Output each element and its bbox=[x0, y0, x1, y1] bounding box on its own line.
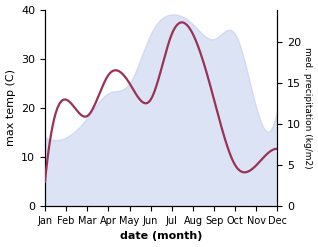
Y-axis label: max temp (C): max temp (C) bbox=[5, 69, 16, 146]
Y-axis label: med. precipitation (kg/m2): med. precipitation (kg/m2) bbox=[303, 47, 313, 169]
X-axis label: date (month): date (month) bbox=[120, 231, 203, 242]
